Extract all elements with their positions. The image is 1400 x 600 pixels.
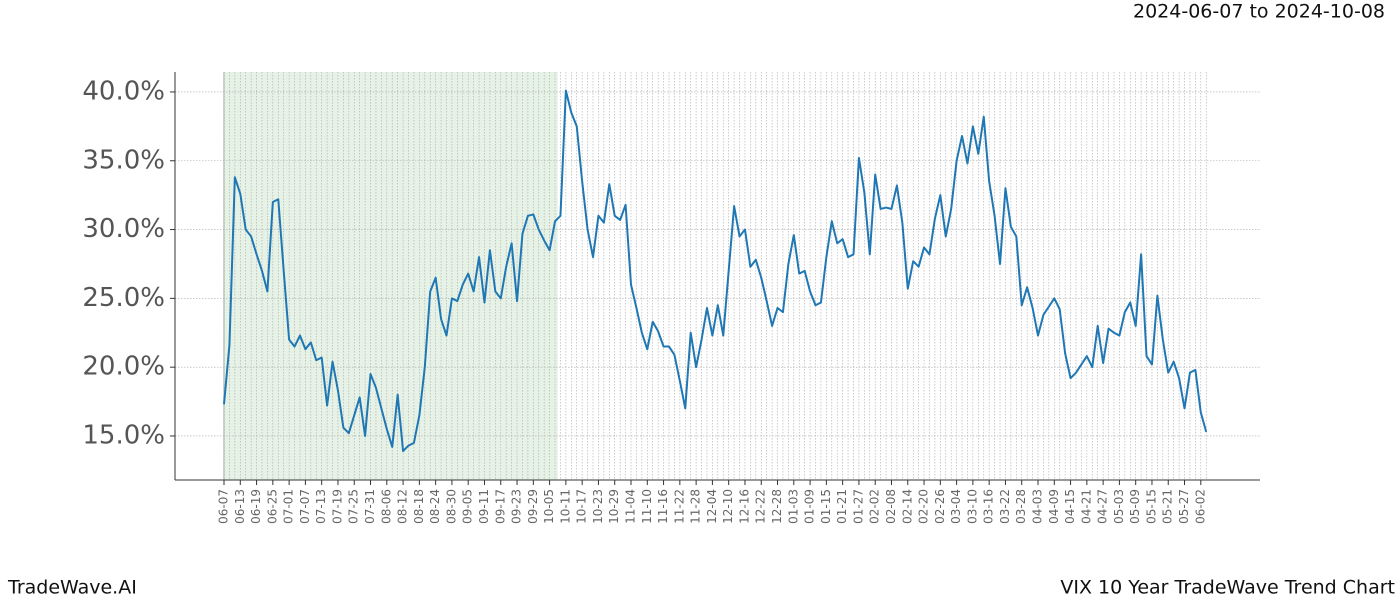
x-tick-label: 03-10 xyxy=(965,489,979,524)
x-tick-label: 05-21 xyxy=(1161,489,1175,524)
x-tick-label: 06-07 xyxy=(217,489,231,524)
x-tick-label: 02-14 xyxy=(900,489,914,524)
x-tick-label: 05-03 xyxy=(1112,489,1126,524)
y-tick-label: 40.0% xyxy=(82,76,165,106)
x-tick-label: 04-21 xyxy=(1079,489,1093,524)
x-tick-label: 06-19 xyxy=(249,489,263,524)
x-tick-label: 03-22 xyxy=(998,489,1012,524)
x-tick-label: 07-19 xyxy=(330,489,344,524)
date-range: 2024-06-07 to 2024-10-08 xyxy=(1133,1,1385,23)
x-tick-label: 08-30 xyxy=(444,489,458,524)
x-tick-label: 01-09 xyxy=(803,489,817,524)
x-tick-label: 07-01 xyxy=(282,489,296,524)
chart-name: VIX 10 Year TradeWave Trend Chart xyxy=(1060,577,1395,599)
x-tick-label: 12-28 xyxy=(770,489,784,524)
x-tick-label: 03-04 xyxy=(949,489,963,524)
x-tick-label: 04-03 xyxy=(1031,489,1045,524)
y-tick-label: 30.0% xyxy=(82,214,165,244)
x-tick-label: 11-28 xyxy=(689,489,703,524)
x-tick-label: 06-02 xyxy=(1193,489,1207,524)
x-tick-label: 01-27 xyxy=(851,489,865,524)
x-tick-label: 06-13 xyxy=(233,489,247,524)
y-tick-label: 35.0% xyxy=(82,145,165,175)
trend-line xyxy=(223,89,1208,453)
x-tick-label: 11-10 xyxy=(640,489,654,524)
x-tick-label: 10-23 xyxy=(591,489,605,524)
x-tick-label: 08-06 xyxy=(379,489,393,524)
x-tick-label: 08-18 xyxy=(412,489,426,524)
x-tick-label: 04-27 xyxy=(1096,489,1110,524)
x-tick-label: 08-12 xyxy=(396,489,410,524)
x-tick-label: 12-04 xyxy=(705,489,719,524)
x-tick-label: 07-25 xyxy=(347,489,361,524)
x-tick-label: 05-15 xyxy=(1144,489,1158,524)
x-tick-label: 01-15 xyxy=(819,489,833,524)
x-tick-label: 03-28 xyxy=(1014,489,1028,524)
x-tick-label: 11-22 xyxy=(672,489,686,524)
x-tick-label: 02-08 xyxy=(884,489,898,524)
x-tick-label: 09-11 xyxy=(477,489,491,524)
x-tick-label: 03-16 xyxy=(982,489,996,524)
x-tick-label: 02-26 xyxy=(933,489,947,524)
x-tick-label: 12-10 xyxy=(721,489,735,524)
brand: TradeWave.AI xyxy=(7,577,137,599)
x-tick-label: 10-29 xyxy=(607,489,621,524)
x-tick-label: 10-11 xyxy=(558,489,572,524)
x-tick-label: 09-05 xyxy=(461,489,475,524)
x-tick-label: 04-15 xyxy=(1063,489,1077,524)
x-tick-label: 04-09 xyxy=(1047,489,1061,524)
y-tick-label: 25.0% xyxy=(82,283,165,313)
y-tick-label: 20.0% xyxy=(82,352,165,382)
x-tick-label: 06-25 xyxy=(265,489,279,524)
x-tick-label: 10-17 xyxy=(575,489,589,524)
x-tick-label: 09-29 xyxy=(526,489,540,524)
y-tick-label: 15.0% xyxy=(82,420,165,450)
x-tick-label: 01-03 xyxy=(786,489,800,524)
x-tick-label: 12-22 xyxy=(754,489,768,524)
x-tick-label: 05-27 xyxy=(1177,489,1191,524)
x-tick-label: 01-21 xyxy=(835,489,849,524)
x-tick-label: 10-05 xyxy=(542,489,556,524)
x-tick-label: 12-16 xyxy=(737,489,751,524)
x-tick-label: 08-24 xyxy=(428,489,442,524)
x-tick-label: 02-20 xyxy=(917,489,931,524)
x-tick-label: 05-09 xyxy=(1128,489,1142,524)
x-tick-label: 09-23 xyxy=(510,489,524,524)
x-tick-label: 09-17 xyxy=(493,489,507,524)
x-tick-label: 11-16 xyxy=(656,489,670,524)
x-tick-label: 07-13 xyxy=(314,489,328,524)
x-tick-label: 07-31 xyxy=(363,489,377,524)
highlight-window xyxy=(224,72,558,480)
x-tick-label: 02-02 xyxy=(868,489,882,524)
x-tick-label: 07-07 xyxy=(298,489,312,524)
x-tick-label: 11-04 xyxy=(624,489,638,524)
